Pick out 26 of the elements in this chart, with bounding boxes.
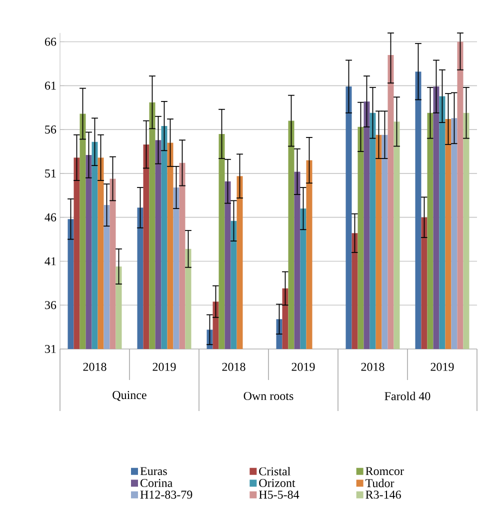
legend-label: H12-83-79 bbox=[140, 490, 192, 499]
legend-label: Corina bbox=[140, 478, 173, 488]
text: Own roots bbox=[244, 392, 294, 400]
y-tick-label: 51 bbox=[45, 169, 56, 178]
legend-label: Tudor bbox=[366, 478, 394, 488]
x-tick-label: 2019 bbox=[430, 362, 454, 371]
x-tick-label: 2019 bbox=[292, 362, 315, 371]
legend-label: R3-146 bbox=[366, 490, 401, 499]
y-tick-label: 56 bbox=[45, 126, 56, 134]
y-tick-label: 41 bbox=[44, 257, 56, 266]
legend-label: Orizont bbox=[259, 478, 296, 488]
text: Farold 40 bbox=[384, 392, 430, 400]
y-tick-label: 31 bbox=[45, 344, 56, 354]
y-tick-label: 36 bbox=[45, 301, 56, 310]
y-tick-label: 66 bbox=[44, 38, 56, 46]
x-tick-label: 2019 bbox=[152, 362, 176, 371]
legend-label: Euras bbox=[140, 467, 167, 476]
x-tick-label: 2018 bbox=[222, 362, 246, 371]
legend-label: Cristal bbox=[259, 466, 290, 476]
legend-label: Romcor bbox=[366, 467, 404, 476]
x-tick-label: 2018 bbox=[83, 362, 106, 371]
y-tick-label: 61 bbox=[44, 82, 56, 90]
text: Quince bbox=[112, 391, 146, 401]
y-tick-label: 46 bbox=[44, 213, 56, 222]
legend-label: H5-5-84 bbox=[259, 490, 300, 499]
x-tick-label: 2018 bbox=[361, 362, 384, 371]
